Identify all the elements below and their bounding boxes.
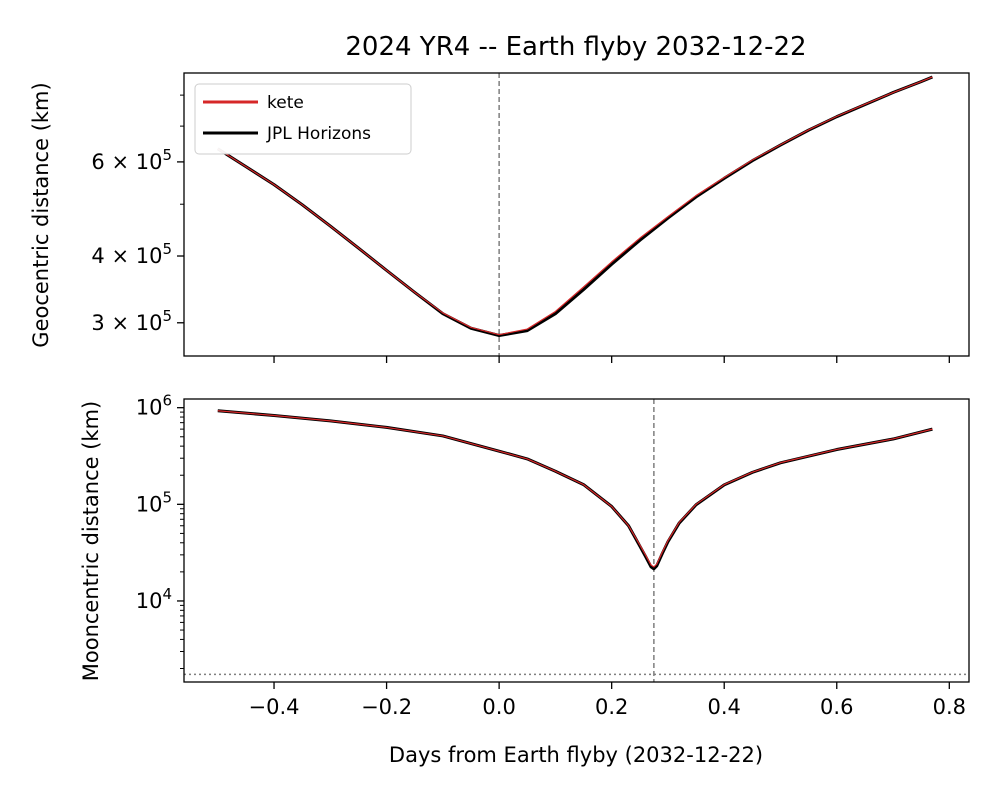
geocentric-frame — [183, 72, 970, 357]
legend: kete JPL Horizons — [194, 83, 412, 155]
x-tick-label: 0.6 — [820, 695, 853, 719]
x-axis-label: Days from Earth flyby (2032-12-22) — [389, 743, 763, 767]
y-tick-label: 105 — [136, 488, 172, 516]
mooncentric-y-label: Mooncentric distance (km) — [79, 401, 103, 682]
x-tick-label: 0.8 — [933, 695, 966, 719]
mooncentric-series-kete — [217, 410, 933, 568]
y-tick-label: 106 — [136, 392, 172, 420]
geocentric-y-label: Geocentric distance (km) — [29, 82, 53, 347]
x-tick-label: −0.2 — [361, 695, 412, 719]
geocentric-panel: Geocentric distance (km) 3 × 105 4 × 105 6… — [29, 72, 970, 363]
y-tick-label: 104 — [136, 585, 172, 613]
y-tick-label: 6 × 105 — [91, 146, 172, 174]
y-tick-label: 3 × 105 — [91, 307, 172, 335]
mooncentric-series-jpl-horizons — [217, 409, 933, 571]
legend-label-kete: kete — [267, 93, 304, 113]
x-tick-label: 0.2 — [595, 695, 628, 719]
x-tick-label: 0.0 — [482, 695, 515, 719]
x-tick-label: 0.4 — [708, 695, 741, 719]
y-tick-label: 4 × 105 — [91, 240, 172, 268]
x-tick-label: −0.4 — [249, 695, 300, 719]
chart-title: 2024 YR4 -- Earth flyby 2032-12-22 — [345, 32, 806, 62]
geocentric-series-kete — [217, 76, 933, 336]
mooncentric-frame — [183, 398, 970, 683]
mooncentric-panel: Mooncentric distance (km) −0.4 −0.2 0.0 0.2… — [79, 392, 970, 719]
legend-label-jpl-horizons: JPL Horizons — [266, 124, 371, 144]
